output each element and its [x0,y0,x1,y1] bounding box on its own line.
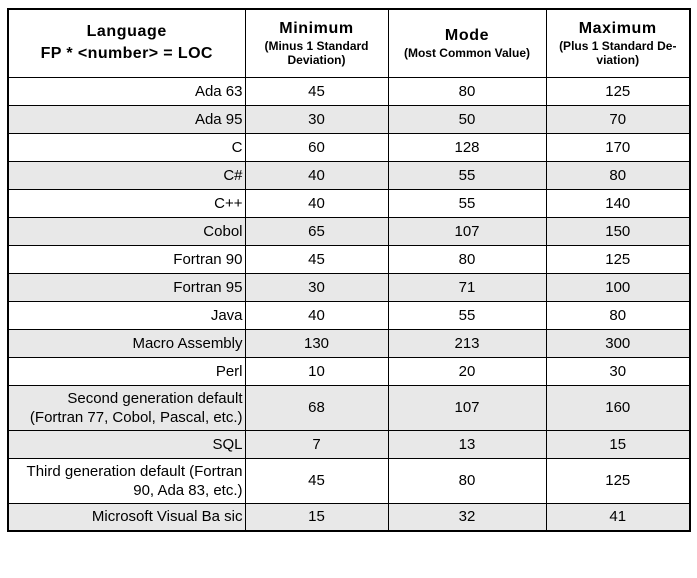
mode-cell: 213 [387,328,547,358]
fp-loc-conversion-table: Language FP * <number> = LOC Minimum (Mi… [7,8,691,532]
minimum-cell: 30 [244,272,389,302]
language-cell: Ada 95 [7,104,246,134]
maximum-cell: 160 [545,384,691,431]
header-row: Language FP * <number> = LOC Minimum (Mi… [7,8,691,78]
table-row: Fortran 95 30 71 100 [7,272,691,302]
minimum-cell: 40 [244,300,389,330]
maximum-cell: 41 [545,502,691,532]
minimum-column-header: Minimum (Minus 1 Standard Deviation) [244,8,389,78]
table-row: Macro Assembly 130 213 300 [7,328,691,358]
mode-cell: 20 [387,356,547,386]
mode-header-title: Mode [444,27,490,45]
language-cell: C++ [7,188,246,218]
table-row: Microsoft Visual Ba sic 15 32 41 [7,502,691,532]
minimum-cell: 15 [244,502,389,532]
maximum-cell: 80 [545,300,691,330]
table-header: Language FP * <number> = LOC Minimum (Mi… [7,8,691,78]
language-cell: Fortran 95 [7,272,246,302]
minimum-cell: 40 [244,160,389,190]
mode-cell: 13 [387,429,547,459]
maximum-cell: 125 [545,457,691,504]
language-cell: Perl [7,356,246,386]
maximum-cell: 70 [545,104,691,134]
minimum-cell: 45 [244,244,389,274]
table-row: Ada 63 45 80 125 [7,76,691,106]
minimum-cell: 130 [244,328,389,358]
minimum-cell: 40 [244,188,389,218]
language-cell: C [7,132,246,162]
language-cell: Third generation default (Fortran 90, Ad… [7,457,246,504]
language-cell: Java [7,300,246,330]
language-cell: Second generation default (Fortran 77, C… [7,384,246,431]
mode-cell: 80 [387,76,547,106]
mode-cell: 80 [387,244,547,274]
minimum-cell: 7 [244,429,389,459]
language-cell: Macro Assembly [7,328,246,358]
table-row: Ada 95 30 50 70 [7,104,691,134]
mode-cell: 50 [387,104,547,134]
mode-cell: 107 [387,384,547,431]
mode-cell: 80 [387,457,547,504]
table-row: Java 40 55 80 [7,300,691,330]
mode-cell: 55 [387,300,547,330]
table-row: Perl 10 20 30 [7,356,691,386]
language-cell: Microsoft Visual Ba sic [7,502,246,532]
table-row: C 60 128 170 [7,132,691,162]
language-cell: SQL [7,429,246,459]
table-row: C# 40 55 80 [7,160,691,190]
maximum-cell: 150 [545,216,691,246]
table-body: Ada 63 45 80 125 Ada 95 30 50 70 C 60 128 170 C# 40 55… [7,76,691,532]
minimum-header-title: Minimum [279,20,354,38]
table-row: Third generation default (Fortran 90, Ad… [7,457,691,504]
table-row: Cobol 65 107 150 [7,216,691,246]
language-column-header: Language FP * <number> = LOC [7,8,246,78]
maximum-column-header: Maximum (Plus 1 Standard De­viation) [545,8,691,78]
table-row: SQL 7 13 15 [7,429,691,459]
language-header-title: Language [86,23,167,41]
maximum-cell: 125 [545,76,691,106]
maximum-cell: 170 [545,132,691,162]
language-cell: Ada 63 [7,76,246,106]
minimum-cell: 10 [244,356,389,386]
mode-cell: 107 [387,216,547,246]
minimum-cell: 60 [244,132,389,162]
maximum-cell: 80 [545,160,691,190]
maximum-header-subtitle: (Plus 1 Standard De­viation) [559,39,677,68]
table-row: Second generation default (Fortran 77, C… [7,384,691,431]
maximum-cell: 300 [545,328,691,358]
mode-cell: 128 [387,132,547,162]
mode-header-subtitle: (Most Common Value) [403,46,530,61]
mode-cell: 71 [387,272,547,302]
maximum-cell: 140 [545,188,691,218]
maximum-cell: 125 [545,244,691,274]
maximum-cell: 15 [545,429,691,459]
language-cell: Cobol [7,216,246,246]
language-cell: Fortran 90 [7,244,246,274]
minimum-cell: 30 [244,104,389,134]
table-row: Fortran 90 45 80 125 [7,244,691,274]
minimum-cell: 68 [244,384,389,431]
mode-cell: 55 [387,160,547,190]
minimum-cell: 65 [244,216,389,246]
maximum-cell: 30 [545,356,691,386]
minimum-header-subtitle: (Minus 1 Standard Deviation) [264,39,369,68]
mode-column-header: Mode (Most Common Value) [387,8,547,78]
mode-cell: 55 [387,188,547,218]
language-cell: C# [7,160,246,190]
maximum-cell: 100 [545,272,691,302]
mode-cell: 32 [387,502,547,532]
table-row: C++ 40 55 140 [7,188,691,218]
minimum-cell: 45 [244,76,389,106]
minimum-cell: 45 [244,457,389,504]
maximum-header-title: Maximum [578,20,657,38]
language-header-formula: FP * <number> = LOC [40,45,213,63]
